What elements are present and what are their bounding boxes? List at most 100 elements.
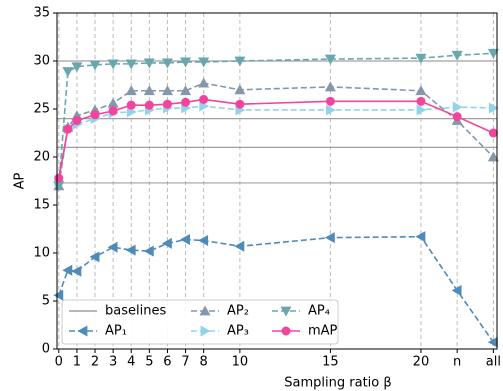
marker	[452, 112, 462, 122]
legend-label: AP₂	[227, 304, 249, 319]
marker	[488, 128, 498, 138]
y-tick-label: 5	[42, 294, 50, 309]
y-tick-label: 10	[33, 246, 50, 261]
y-axis-label: AP	[13, 172, 28, 189]
marker	[324, 232, 335, 244]
marker	[71, 62, 83, 73]
marker	[199, 305, 211, 316]
marker	[416, 104, 427, 116]
legend-label: AP₄	[308, 304, 330, 319]
marker	[487, 151, 499, 162]
marker	[161, 58, 173, 69]
y-tick-label: 25	[33, 102, 50, 117]
marker	[234, 240, 245, 252]
series-line	[58, 98, 494, 179]
marker	[125, 244, 136, 256]
x-tick-label: all	[486, 355, 501, 370]
marker	[107, 59, 119, 70]
plot-frame	[56, 12, 498, 350]
series-line	[58, 52, 494, 186]
x-axis-label: Sampling ratio β	[284, 376, 391, 391]
marker	[280, 306, 292, 317]
marker	[281, 326, 291, 336]
marker	[71, 265, 82, 277]
marker	[62, 67, 74, 78]
legend-label: AP₁	[105, 324, 127, 339]
marker	[180, 85, 192, 96]
x-tick-label: 15	[322, 355, 339, 370]
marker	[161, 85, 173, 96]
legend-box	[61, 299, 339, 345]
x-tick-label: 10	[232, 355, 249, 370]
y-tick-label: 0	[42, 342, 50, 357]
series	[53, 77, 499, 191]
marker	[53, 181, 65, 192]
marker	[326, 104, 336, 116]
marker	[144, 100, 154, 110]
marker	[125, 59, 137, 70]
marker	[415, 231, 426, 243]
marker	[125, 85, 137, 96]
series-line	[58, 105, 494, 182]
x-tick-label: 6	[163, 355, 171, 370]
marker	[416, 96, 426, 106]
x-tick-label: 2	[91, 355, 99, 370]
marker	[180, 234, 190, 246]
x-tick-label: 0	[55, 355, 63, 370]
marker	[161, 237, 172, 249]
x-tick-label: 8	[200, 355, 208, 370]
marker	[234, 84, 246, 95]
x-tick-label: 7	[181, 355, 189, 370]
marker	[200, 325, 211, 337]
series	[54, 94, 498, 183]
series	[53, 231, 498, 348]
marker	[452, 101, 463, 113]
series	[54, 100, 499, 187]
marker	[324, 54, 336, 65]
marker	[72, 116, 82, 126]
x-tick-label: 3	[109, 355, 117, 370]
marker	[234, 56, 246, 67]
marker	[487, 336, 498, 348]
marker	[143, 245, 154, 257]
marker	[198, 235, 209, 247]
marker	[235, 99, 245, 109]
legend: baselines AP₁ AP₂ AP₃ AP₄ mAP	[61, 299, 339, 345]
y-tick-label: 20	[33, 150, 50, 165]
marker	[89, 251, 100, 263]
marker	[90, 110, 100, 120]
marker	[54, 173, 64, 183]
marker	[53, 289, 64, 301]
marker	[415, 53, 427, 64]
y-tick-label: 30	[33, 54, 50, 69]
marker	[199, 94, 209, 104]
x-tick-label: 1	[73, 355, 81, 370]
marker	[62, 264, 73, 276]
marker	[107, 97, 119, 108]
marker	[451, 50, 463, 61]
marker	[325, 96, 335, 106]
y-tick-label: 35	[33, 6, 50, 21]
marker	[488, 102, 499, 114]
marker	[77, 325, 88, 337]
series-line	[58, 82, 494, 186]
marker	[451, 284, 462, 296]
marker	[126, 100, 136, 110]
marker	[180, 57, 192, 68]
marker	[324, 81, 336, 92]
marker	[108, 106, 118, 116]
marker	[181, 97, 191, 107]
legend-label: mAP	[308, 324, 338, 339]
marker	[198, 77, 210, 88]
marker	[107, 241, 118, 253]
marker	[63, 124, 73, 134]
marker	[162, 99, 172, 109]
marker	[143, 85, 155, 96]
legend-label: baselines	[105, 304, 166, 319]
legend-label: AP₃	[227, 324, 249, 339]
x-tick-label: 5	[145, 355, 153, 370]
x-tick-label: 20	[413, 355, 430, 370]
marker	[89, 60, 101, 71]
marker	[143, 58, 155, 69]
